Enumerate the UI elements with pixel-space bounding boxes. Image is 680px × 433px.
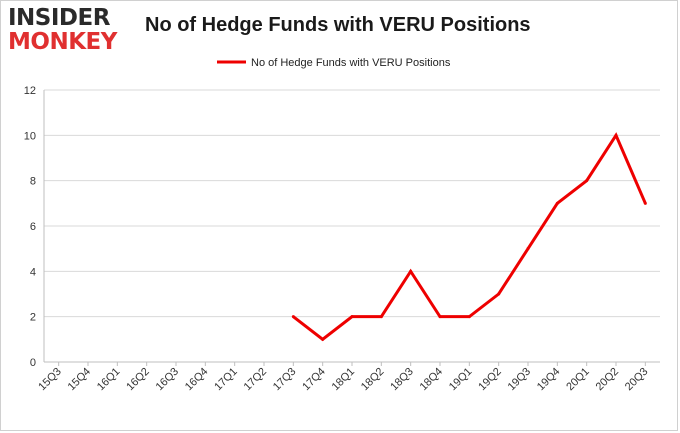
x-tick-label: 18Q2 (359, 366, 387, 394)
x-tick-label: 18Q4 (418, 366, 446, 394)
x-tick-label: 18Q3 (388, 366, 416, 394)
x-tick-label: 15Q4 (66, 366, 94, 394)
legend: No of Hedge Funds with VERU Positions (217, 57, 451, 69)
x-tick-label: 19Q3 (506, 366, 534, 394)
data-point (643, 201, 647, 205)
y-tick-label: 12 (24, 85, 36, 97)
x-tick-label: 15Q3 (36, 366, 64, 394)
data-point (379, 315, 383, 319)
data-point (409, 269, 413, 273)
x-tick-label: 19Q2 (476, 366, 504, 394)
y-tick-label: 4 (30, 266, 36, 278)
x-tick-labels: 15Q3 15Q4 16Q1 16Q2 16Q3 16Q4 17Q1 17Q2 17Q3 17Q4… (36, 366, 650, 394)
x-tick-label: 16Q1 (95, 366, 123, 394)
series-group (291, 132, 647, 342)
y-tick-label: 0 (30, 357, 36, 369)
insider-monkey-logo: INSIDER MONKEY (8, 6, 130, 56)
x-tick-label: 19Q1 (447, 366, 475, 394)
y-tick-labels: 0 2 4 6 8 10 12 (24, 85, 36, 369)
y-tick-label: 2 (30, 312, 36, 324)
data-point (497, 292, 501, 296)
data-point (467, 315, 471, 319)
x-tick-label: 20Q2 (594, 366, 622, 394)
data-point (585, 179, 589, 183)
x-tick-label: 20Q1 (564, 366, 592, 394)
data-point (291, 315, 295, 319)
x-tick-label: 19Q4 (535, 366, 563, 394)
x-tick-label: 17Q2 (242, 366, 270, 394)
x-tick-label: 20Q3 (623, 366, 651, 394)
x-tick-label: 16Q2 (124, 366, 152, 394)
y-tick-label: 10 (24, 130, 36, 142)
logo-line-2: MONKEY (8, 29, 117, 55)
legend-label: No of Hedge Funds with VERU Positions (251, 57, 451, 69)
x-tick-label: 16Q4 (183, 366, 211, 394)
gridlines (44, 89, 660, 318)
data-point (321, 337, 325, 341)
data-point (526, 247, 530, 251)
chart-title: No of Hedge Funds with VERU Positions (145, 14, 531, 36)
x-tick-label: 17Q4 (300, 366, 328, 394)
series-line-0 (292, 132, 647, 342)
data-point (555, 201, 559, 205)
y-tick-label: 6 (30, 221, 36, 233)
x-tick-label: 18Q1 (330, 366, 358, 394)
x-tick-label: 17Q1 (212, 366, 240, 394)
data-point (438, 315, 442, 319)
data-point (614, 133, 618, 137)
x-tick-label: 16Q3 (154, 366, 182, 394)
data-point (350, 315, 354, 319)
x-tick-label: 17Q3 (271, 366, 299, 394)
axes (43, 90, 660, 366)
y-tick-label: 8 (30, 176, 36, 188)
logo-line-1: INSIDER (8, 5, 110, 31)
